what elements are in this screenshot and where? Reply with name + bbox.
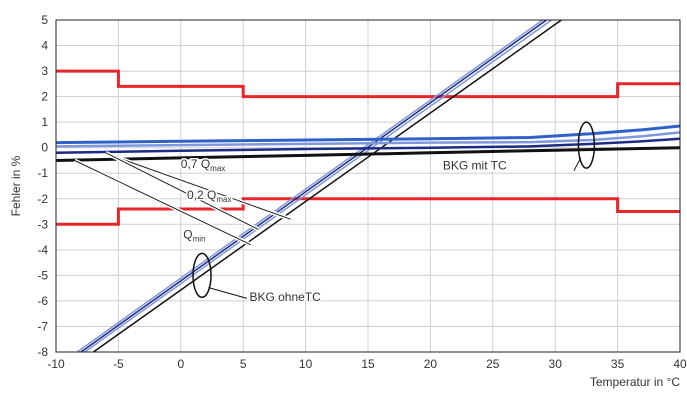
bkg-ohne-tc-line bbox=[84, 19, 552, 353]
bkg-ohne-tc-line bbox=[76, 19, 544, 353]
x-tick-label: 10 bbox=[299, 357, 313, 371]
x-tick-label: 40 bbox=[673, 357, 687, 371]
y-tick-label: -8 bbox=[37, 345, 48, 359]
annotation-bkg-mit: BKG mit TC bbox=[443, 158, 507, 172]
annotation-leader-line bbox=[118, 157, 291, 220]
ticks: -10 -5 0 5 10 15 20 25 30 35 40543210-1-2-3-4-5-6-… bbox=[37, 13, 687, 371]
annotation-leader-line bbox=[105, 152, 259, 230]
upper-limit-line bbox=[56, 69, 680, 99]
annotation-q07: 0,7 Qmax bbox=[181, 157, 225, 173]
annotations: 0,7 Qmax 0,2 Qmax Qmin BKG mit TC BKG ohneTC bbox=[73, 121, 596, 305]
y-tick-label: -5 bbox=[37, 268, 48, 282]
bkg-ohne-tc-marker bbox=[192, 252, 212, 299]
annotation-q02: 0,2 Qmax bbox=[187, 188, 231, 204]
y-tick-label: 4 bbox=[41, 39, 48, 53]
y-axis-title: Fehler in % bbox=[9, 155, 23, 216]
x-tick-label: -10 bbox=[47, 357, 65, 371]
x-tick-label: 15 bbox=[361, 357, 375, 371]
bkg-mit-tc-line bbox=[55, 137, 681, 155]
x-tick-label: 20 bbox=[424, 357, 438, 371]
bkg-ohne-tc-line bbox=[92, 19, 562, 353]
bkg-ohne-tc-series bbox=[76, 19, 562, 353]
annotation-bkg-ohne: BKG ohneTC bbox=[249, 290, 321, 304]
y-tick-label: -3 bbox=[37, 217, 48, 231]
x-tick-label: -5 bbox=[113, 357, 124, 371]
x-tick-label: 25 bbox=[486, 357, 500, 371]
y-tick-label: -4 bbox=[37, 243, 48, 257]
y-tick-label: -2 bbox=[37, 192, 48, 206]
bkg-mit-tc-marker bbox=[577, 121, 596, 169]
bkg-mit-tc-line bbox=[55, 146, 681, 162]
bkg-ohne-tc-line bbox=[80, 19, 547, 353]
x-tick-label: 0 bbox=[177, 357, 184, 371]
bkg-mit-tc-line bbox=[55, 124, 681, 145]
y-tick-label: -1 bbox=[37, 166, 48, 180]
bkg-ohne-tc-marker-connector bbox=[208, 287, 248, 299]
bkg-mit-tc-marker-connector bbox=[573, 157, 582, 171]
x-tick-label: 30 bbox=[549, 357, 563, 371]
y-tick-label: 0 bbox=[41, 141, 48, 155]
annotation-qmin: Qmin bbox=[183, 227, 205, 243]
bkg-mit-tc-line bbox=[55, 131, 681, 148]
annotation-leader-line bbox=[74, 160, 251, 246]
y-tick-label: 1 bbox=[41, 115, 48, 129]
y-tick-label: 2 bbox=[41, 90, 48, 104]
y-tick-label: -6 bbox=[37, 294, 48, 308]
x-tick-label: 5 bbox=[240, 357, 247, 371]
y-tick-label: 5 bbox=[41, 13, 48, 27]
x-axis-title: Temperatur in °C bbox=[590, 375, 680, 389]
x-tick-label: 35 bbox=[611, 357, 625, 371]
bkg-mit-tc-series bbox=[55, 124, 681, 162]
y-tick-label: 3 bbox=[41, 64, 48, 78]
plot-frame bbox=[55, 19, 681, 353]
y-tick-label: -7 bbox=[37, 319, 48, 333]
